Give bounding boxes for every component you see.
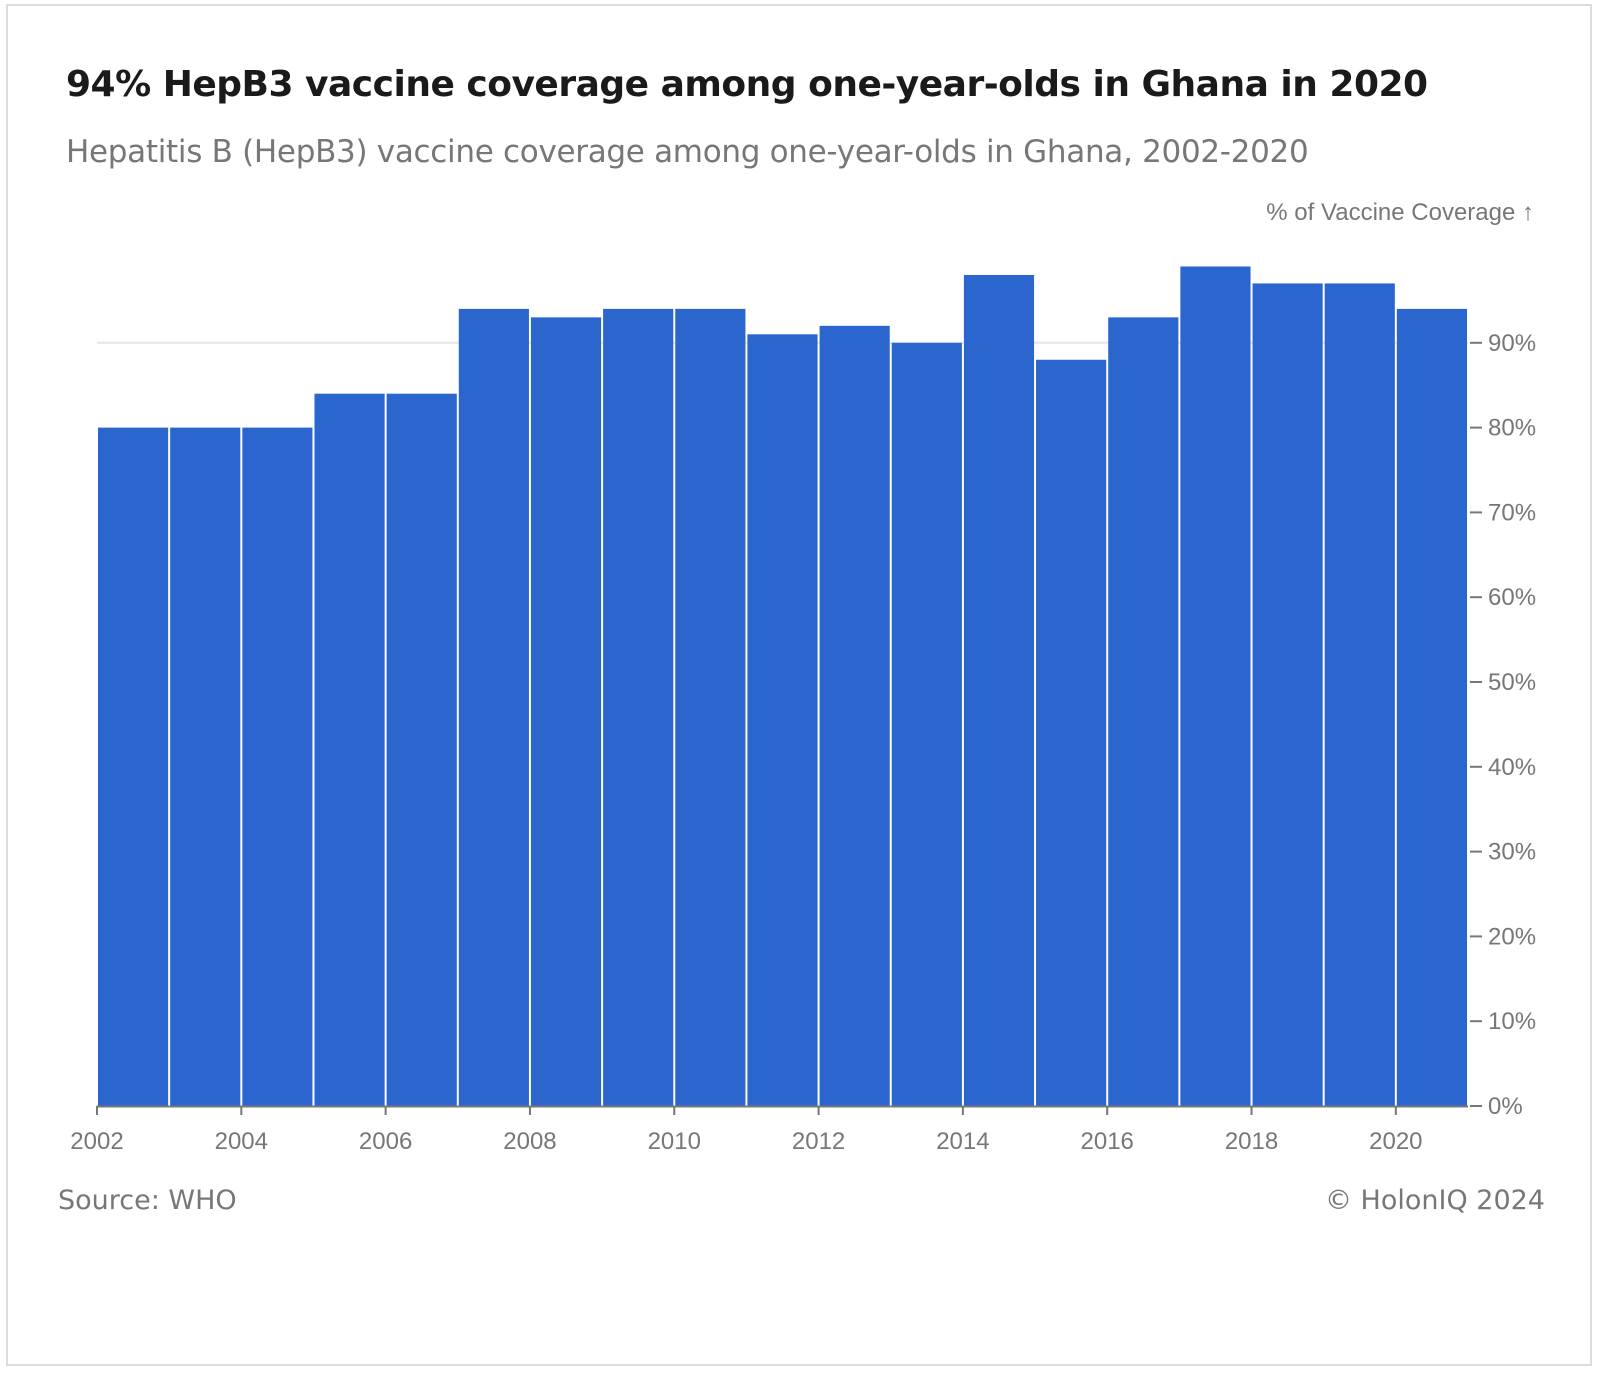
y-tick-label-20: 20% bbox=[1488, 923, 1536, 950]
x-tick-label-2004: 2004 bbox=[215, 1128, 268, 1155]
y-tick-label-70: 70% bbox=[1488, 499, 1536, 526]
x-tick-label-2014: 2014 bbox=[936, 1128, 989, 1155]
chart-subtitle: Hepatitis B (HepB3) vaccine coverage amo… bbox=[66, 134, 1309, 170]
x-tick-label-2008: 2008 bbox=[503, 1128, 556, 1155]
y-tick-label-40: 40% bbox=[1488, 754, 1536, 781]
x-tick-label-2012: 2012 bbox=[792, 1128, 845, 1155]
bar-2006 bbox=[386, 393, 457, 1106]
y-tick-label-80: 80% bbox=[1488, 415, 1536, 442]
chart-title: 94% HepB3 vaccine coverage among one-yea… bbox=[66, 64, 1428, 105]
y-tick-label-90: 90% bbox=[1488, 330, 1536, 357]
copyright-note: © HolonIQ 2024 bbox=[1324, 1185, 1545, 1216]
x-tick-label-2016: 2016 bbox=[1081, 1128, 1134, 1155]
source-note: Source: WHO bbox=[58, 1185, 237, 1216]
y-tick-label-30: 30% bbox=[1488, 839, 1536, 866]
x-tick-label-2006: 2006 bbox=[359, 1128, 412, 1155]
bar-2004 bbox=[242, 427, 313, 1107]
bar-2020 bbox=[1396, 308, 1467, 1106]
bar-2012 bbox=[819, 325, 890, 1107]
x-tick-label-2010: 2010 bbox=[648, 1128, 701, 1155]
x-tick-label-2002: 2002 bbox=[70, 1128, 123, 1155]
y-tick-label-60: 60% bbox=[1488, 584, 1536, 611]
bar-2013 bbox=[891, 342, 962, 1106]
bar-2016 bbox=[1108, 317, 1179, 1106]
x-tick-label-2018: 2018 bbox=[1225, 1128, 1278, 1155]
y-tick-label-0: 0% bbox=[1488, 1093, 1523, 1120]
bar-2018 bbox=[1252, 283, 1323, 1106]
bars-layer bbox=[98, 266, 1467, 1107]
bar-2011 bbox=[747, 334, 818, 1106]
bar-2005 bbox=[314, 393, 385, 1106]
bar-2014 bbox=[963, 274, 1035, 1107]
bar-2019 bbox=[1324, 283, 1395, 1106]
y-tick-label-10: 10% bbox=[1488, 1008, 1536, 1035]
bar-2007 bbox=[458, 308, 529, 1106]
y-axis-label: % of Vaccine Coverage ↑ bbox=[1266, 199, 1534, 226]
bar-2010 bbox=[675, 308, 746, 1106]
bar-2017 bbox=[1180, 266, 1251, 1107]
bar-2015 bbox=[1036, 359, 1107, 1106]
x-tick-label-2020: 2020 bbox=[1369, 1128, 1422, 1155]
bar-2002 bbox=[98, 427, 169, 1107]
axes-layer: 2002 2004 2006 2008 2010 2012 2014 2016 2018 2020… bbox=[70, 330, 1536, 1155]
bar-2008 bbox=[530, 317, 602, 1106]
bar-2009 bbox=[603, 308, 674, 1106]
y-tick-label-50: 50% bbox=[1488, 669, 1536, 696]
bar-2003 bbox=[170, 427, 241, 1107]
